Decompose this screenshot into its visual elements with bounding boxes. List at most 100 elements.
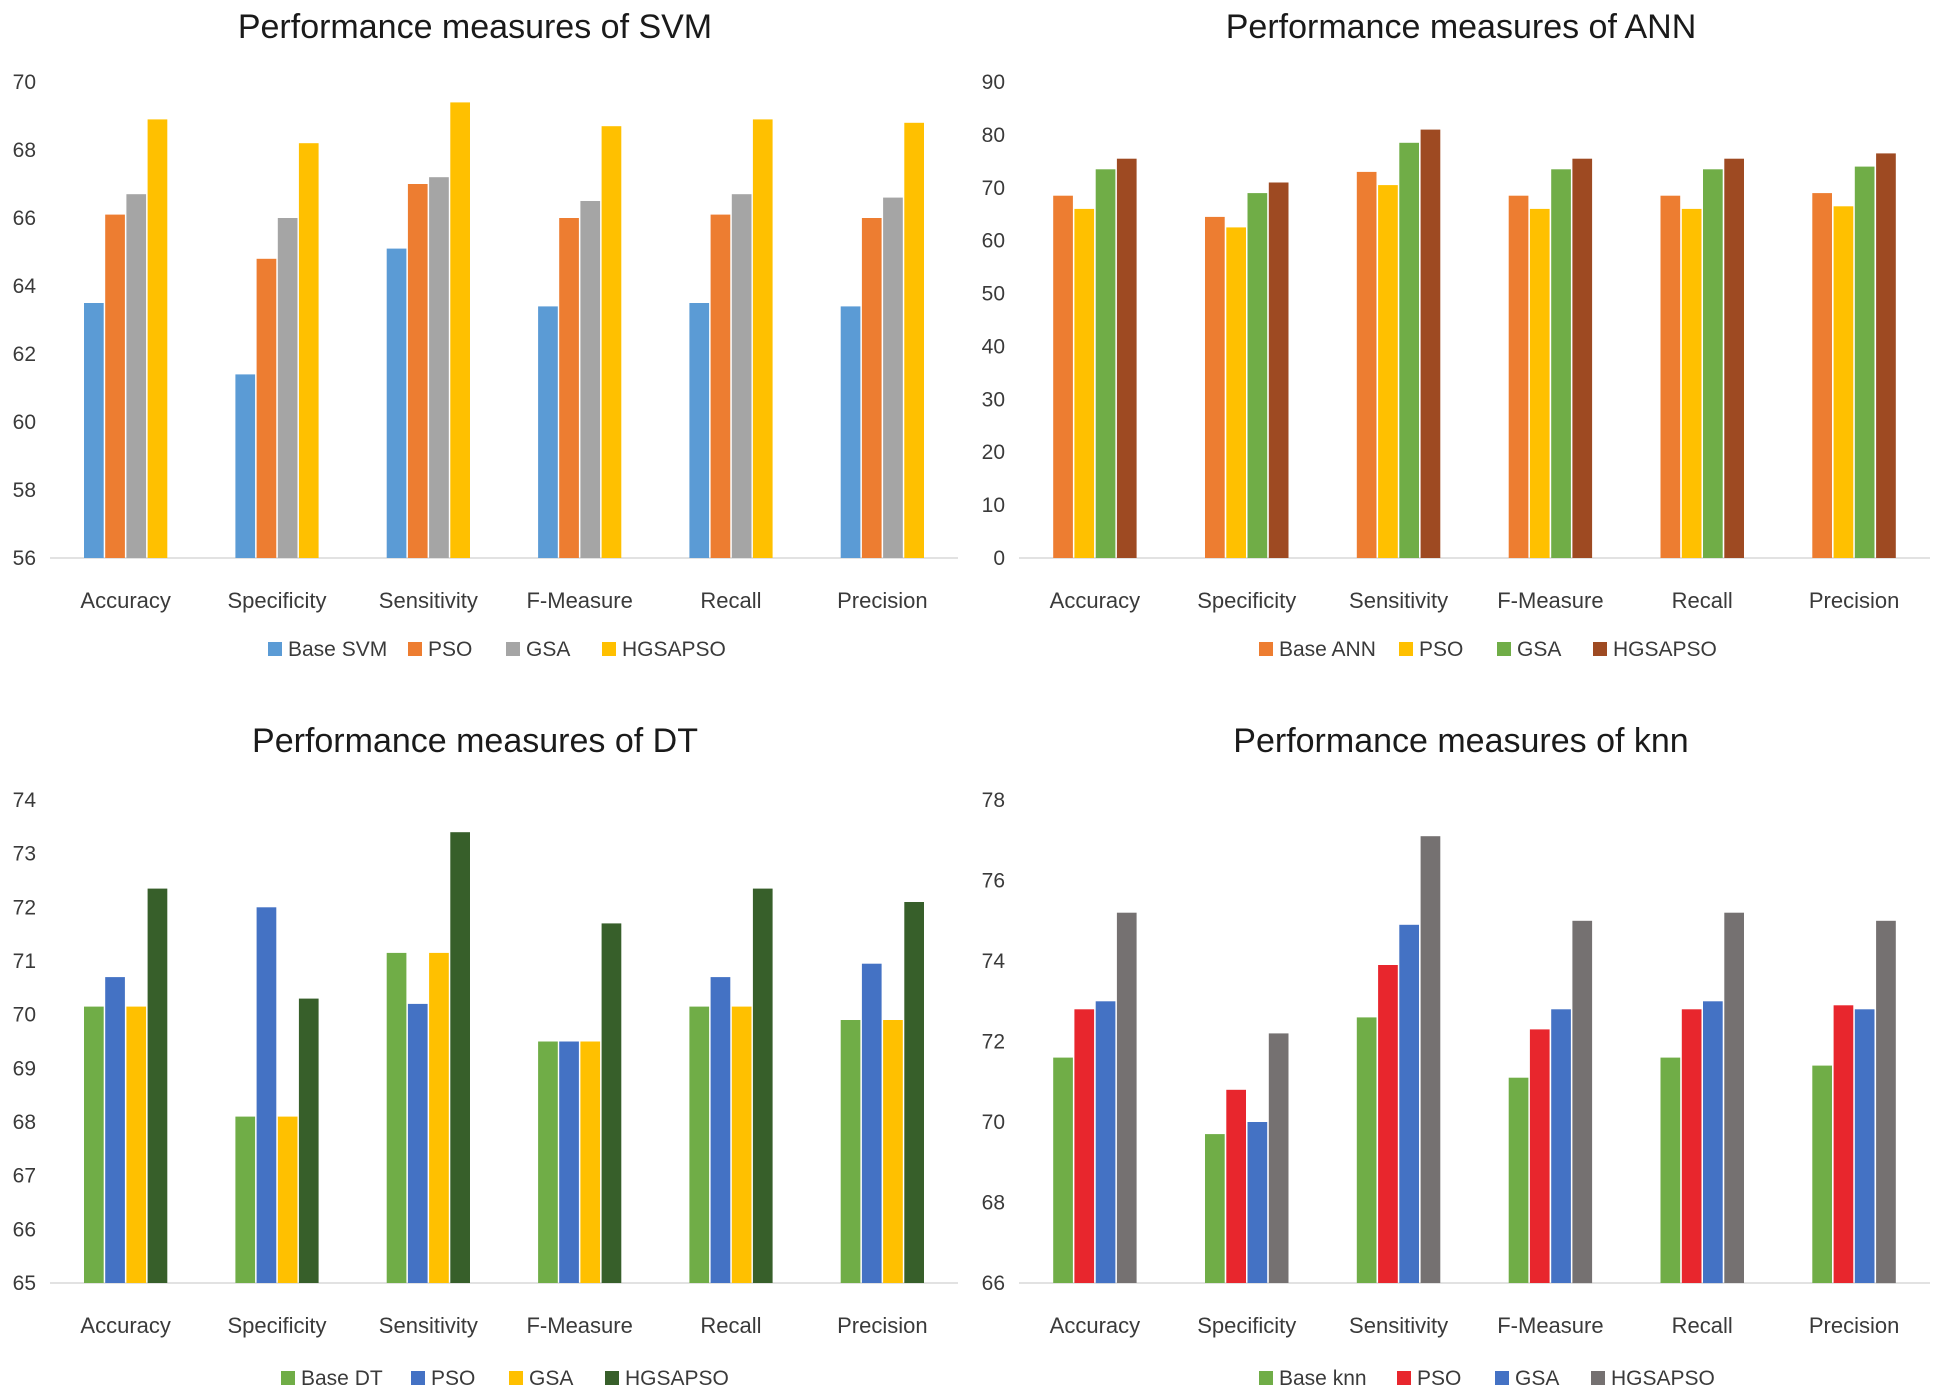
ann-bar-base-ann-recall [1660, 195, 1681, 558]
svm-bar-pso-specificity [256, 258, 277, 558]
svm-bar-hgsapso-sensitivity [450, 102, 470, 559]
knn-bar-base-knn-sensitivity [1356, 1017, 1377, 1283]
svm-bar-base-svm-specificity [235, 374, 256, 558]
ann-bar-base-ann-accuracy [1053, 195, 1073, 558]
ann-bar-pso-specificity [1226, 227, 1246, 558]
ann-category-label: Specificity [1197, 588, 1296, 613]
dt-bar-base-dt-f-measure [538, 1041, 558, 1283]
ann-y-tick-label: 0 [993, 547, 1005, 570]
knn-bar-base-knn-recall [1660, 1057, 1681, 1283]
dt-category-label: Sensitivity [379, 1313, 478, 1338]
svm-bar-gsa-specificity [277, 218, 298, 558]
dt-legend-label: PSO [431, 1367, 475, 1390]
dt-bar-hgsapso-accuracy [147, 888, 168, 1283]
dt-bar-base-dt-precision [840, 1020, 861, 1283]
ann-y-tick-label: 20 [982, 441, 1005, 464]
ann-y-tick-label: 80 [982, 124, 1005, 147]
knn-bar-gsa-precision [1854, 1009, 1875, 1283]
ann-legend-label: Base ANN [1279, 638, 1376, 661]
knn-chart-title: Performance measures of knn [1233, 722, 1688, 760]
ann-legend-label: GSA [1517, 638, 1561, 661]
dt-legend-swatch [281, 1371, 295, 1385]
dt-bar-hgsapso-specificity [298, 998, 319, 1283]
dt-bar-gsa-recall [731, 1006, 752, 1283]
svm-bar-pso-sensitivity [407, 184, 428, 558]
dt-bar-base-dt-recall [689, 1006, 710, 1283]
svm-legend-label: Base SVM [288, 638, 387, 661]
chart-knn-svg: Performance measures of knn 66 68 70 72 74 76 7… [982, 722, 1930, 1390]
chart-svm: Performance measures of SVM 56 58 60 62 64 66 6… [0, 0, 969, 700]
knn-bar-hgsapso-precision [1876, 920, 1896, 1284]
svm-bar-hgsapso-recall [752, 119, 773, 559]
dt-y-tick-label: 66 [13, 1218, 36, 1241]
svm-y-tick-label: 58 [13, 479, 36, 502]
dt-bar-pso-precision [861, 963, 882, 1283]
chart-knn: Performance measures of knn 66 68 70 72 74 76 7… [969, 700, 1938, 1399]
svm-category-label: Sensitivity [379, 588, 478, 613]
dt-chart-title: Performance measures of DT [252, 722, 698, 760]
ann-bar-base-ann-f-measure [1508, 195, 1529, 558]
knn-bar-pso-recall [1681, 1009, 1702, 1283]
knn-y-tick-label: 66 [982, 1272, 1005, 1295]
dt-bar-hgsapso-precision [904, 902, 924, 1283]
dt-y-tick-label: 67 [13, 1165, 36, 1188]
knn-y-tick-label: 74 [982, 950, 1006, 973]
ann-legend-label: HGSAPSO [1613, 638, 1717, 661]
knn-category-label: Precision [1809, 1313, 1899, 1338]
svm-y-tick-label: 68 [13, 139, 36, 162]
svm-bar-pso-precision [861, 218, 882, 558]
ann-bar-hgsapso-specificity [1268, 182, 1289, 558]
ann-bar-gsa-f-measure [1551, 169, 1571, 559]
dt-y-tick-label: 69 [13, 1057, 36, 1080]
dt-category-label: Accuracy [80, 1313, 170, 1338]
ann-bar-hgsapso-sensitivity [1420, 129, 1441, 558]
svm-bar-base-svm-f-measure [538, 306, 558, 558]
svm-category-label: Specificity [227, 588, 326, 613]
knn-legend-label: HGSAPSO [1611, 1367, 1715, 1390]
dt-category-label: Specificity [227, 1313, 326, 1338]
ann-chart-title: Performance measures of ANN [1226, 8, 1697, 46]
knn-bar-pso-specificity [1226, 1089, 1246, 1283]
svm-bar-gsa-f-measure [580, 201, 601, 558]
dt-bar-pso-specificity [256, 907, 277, 1283]
svm-bar-base-svm-precision [840, 306, 861, 558]
svm-legend-swatch [506, 642, 520, 656]
ann-legend: Base ANN PSO GSA HGSAPSO [1259, 638, 1717, 661]
dt-legend-label: Base DT [301, 1367, 383, 1390]
svm-category-label: Accuracy [80, 588, 170, 613]
svm-legend-swatch [268, 642, 282, 656]
dt-category-label: Recall [700, 1313, 761, 1338]
chart-dt-svg: Performance measures of DT 65 66 67 68 69 70 71… [13, 722, 958, 1390]
knn-legend-swatch [1591, 1371, 1605, 1385]
knn-bar-gsa-recall [1703, 1001, 1723, 1284]
knn-bar-pso-precision [1833, 1005, 1854, 1283]
chart-svm-svg: Performance measures of SVM 56 58 60 62 64 66 6… [13, 8, 958, 661]
chart-ann: Performance measures of ANN 0 10 20 30 40 50 60… [969, 0, 1938, 700]
svm-bar-base-svm-accuracy [84, 303, 104, 558]
dt-y-tick-label: 68 [13, 1111, 36, 1134]
knn-category-label: Specificity [1197, 1313, 1296, 1338]
svm-legend-swatch [602, 642, 616, 656]
dt-legend-label: HGSAPSO [625, 1367, 729, 1390]
ann-category-label: Accuracy [1050, 588, 1140, 613]
knn-category-label: F-Measure [1497, 1313, 1603, 1338]
ann-y-tick-label: 40 [982, 335, 1005, 358]
dt-bar-gsa-precision [883, 1020, 903, 1283]
dt-bar-gsa-specificity [277, 1116, 298, 1283]
ann-bar-pso-recall [1681, 208, 1702, 558]
knn-y-tick-label: 70 [982, 1111, 1005, 1134]
svm-bar-hgsapso-specificity [298, 143, 319, 558]
knn-bar-base-knn-f-measure [1508, 1077, 1529, 1283]
ann-y-tick-label: 70 [982, 177, 1005, 200]
svm-y-tick-label: 56 [13, 547, 36, 570]
knn-bar-hgsapso-recall [1724, 912, 1744, 1283]
knn-bar-base-knn-specificity [1205, 1134, 1225, 1283]
ann-bar-pso-precision [1833, 206, 1854, 559]
ann-y-tick-label: 10 [982, 494, 1005, 517]
ann-bar-gsa-recall [1703, 169, 1723, 559]
svm-y-tick-label: 70 [13, 71, 36, 94]
knn-bar-pso-sensitivity [1378, 965, 1398, 1283]
dt-bar-gsa-accuracy [126, 1006, 147, 1283]
knn-bar-base-knn-precision [1812, 1065, 1832, 1283]
svm-legend-swatch [408, 642, 422, 656]
